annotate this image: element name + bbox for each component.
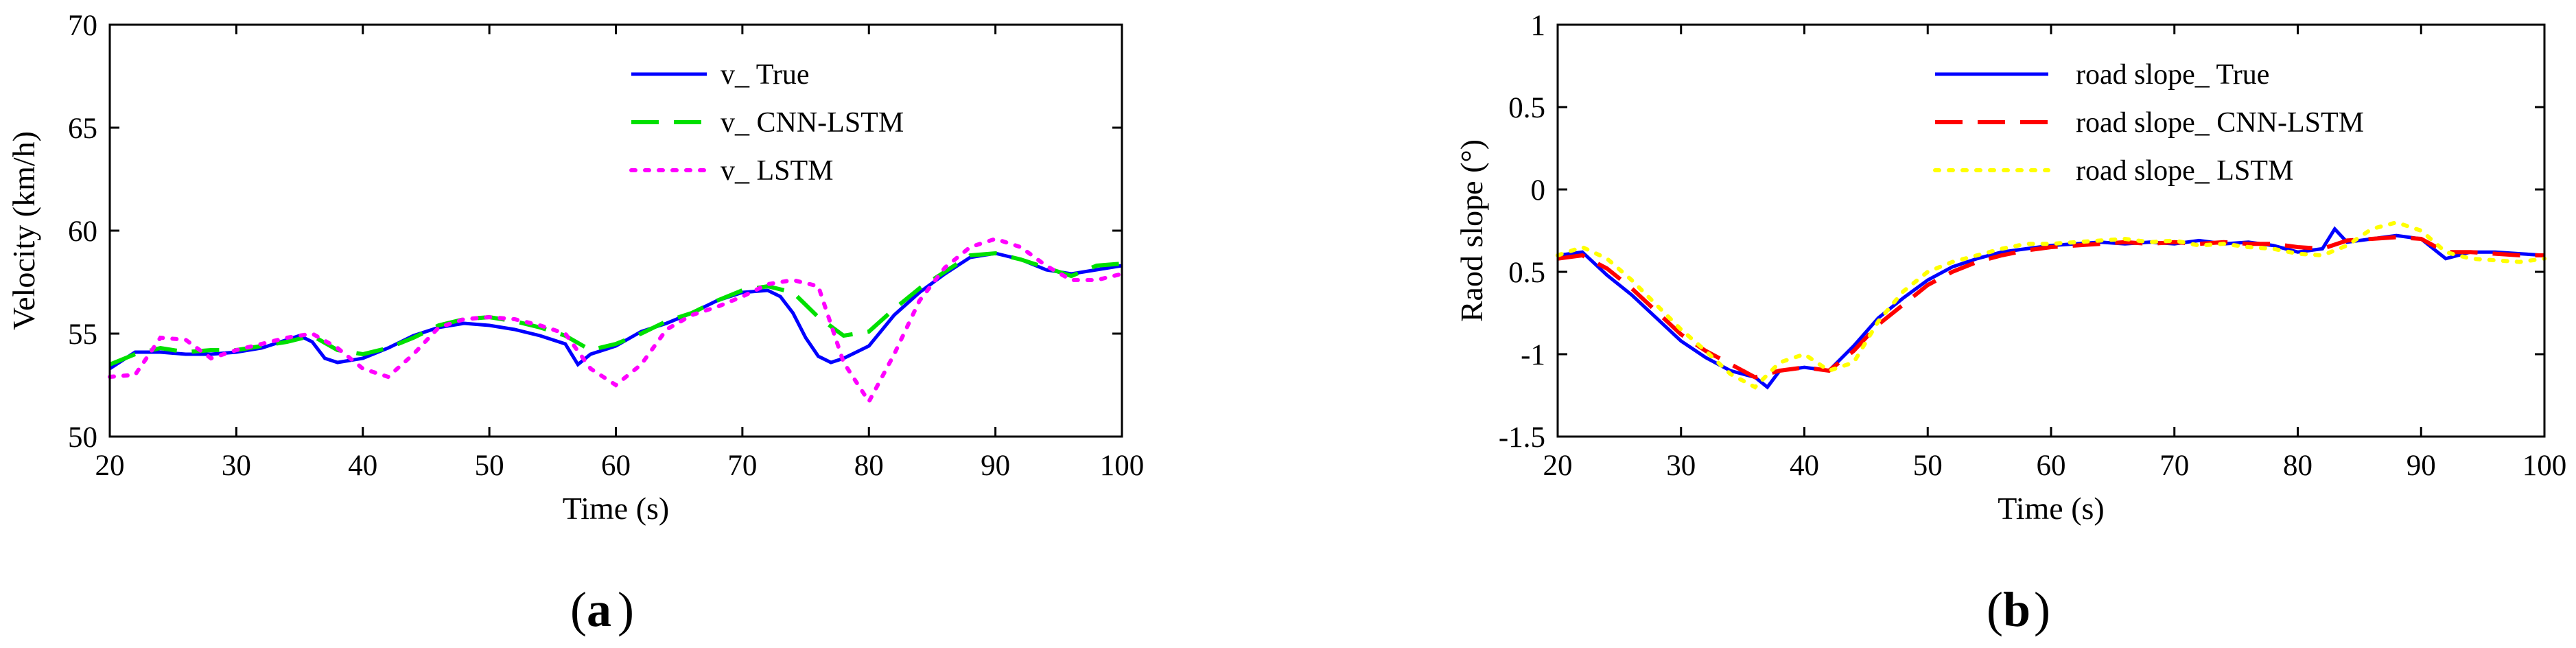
panel-b-label: b — [2003, 582, 2030, 637]
y-tick-label: 60 — [68, 216, 97, 248]
plot-frame — [108, 23, 1123, 438]
plot-frame — [1556, 23, 2546, 438]
svg-text:): ) — [618, 582, 634, 637]
y-tick-label: 55 — [68, 319, 97, 351]
legend-label-2: v_ CNN-LSTM — [721, 107, 904, 139]
panel-b-caption: ( b ) — [1987, 582, 2050, 637]
x-tick-label: 60 — [2037, 450, 2066, 482]
x-axis-label: Time (s) — [563, 491, 670, 526]
legend-label-3: road slope_ LSTM — [2076, 155, 2293, 187]
panel-b-chart: 20 30 40 50 60 70 80 90 100 -1.5 -1 0.5 0 0.5 1 Time (s… — [1454, 10, 2566, 526]
series-line-3 — [1556, 220, 2546, 390]
y-axis-label: Raod slope (°) — [1454, 139, 1489, 322]
panel-a-chart: 20 30 40 50 60 70 80 90 100 50 55 60 65 70 Time (s) Vel… — [6, 10, 1144, 526]
series-line-1 — [1557, 226, 2545, 390]
legend: road slope_ True road slope_ CNN-LSTM road… — [1933, 59, 2364, 187]
x-tick-label: 40 — [348, 450, 377, 482]
series-line-2 — [1557, 235, 2544, 380]
x-tick-label: 20 — [1543, 450, 1573, 482]
legend-label-1: road slope_ True — [2076, 59, 2269, 91]
legend-label-3: v_ LSTM — [721, 155, 834, 187]
x-tick-label: 30 — [222, 450, 251, 482]
x-tick-label: 70 — [727, 450, 757, 482]
series-line-3 — [108, 236, 1124, 406]
svg-text:): ) — [2034, 582, 2050, 637]
x-tick-label: 80 — [2283, 450, 2312, 482]
x-tick-label: 40 — [1790, 450, 1819, 482]
y-tick-label: 0 — [1531, 174, 1546, 207]
y-axis-label: Velocity (km/h) — [6, 131, 41, 330]
legend-label-2: road slope_ CNN-LSTM — [2076, 107, 2364, 139]
y-tick-label: -1 — [1521, 339, 1545, 371]
panel-a-caption: ( a ) — [570, 582, 634, 637]
x-tick-label: 20 — [95, 450, 125, 482]
y-tick-label: -1.5 — [1499, 421, 1545, 454]
panel-a-label: a — [587, 582, 611, 637]
x-tick-label: 100 — [2522, 450, 2567, 482]
series-line-1 — [108, 251, 1123, 371]
x-tick-label: 50 — [1913, 450, 1943, 482]
legend: v_ True v_ CNN-LSTM v_ LSTM — [629, 59, 904, 187]
x-axis-label: Time (s) — [1998, 491, 2105, 526]
y-tick-label: 70 — [68, 10, 97, 42]
series-line-2 — [108, 251, 1123, 367]
y-tick-label: 50 — [68, 421, 97, 454]
svg-text:(: ( — [570, 582, 587, 637]
legend-label-1: v_ True — [721, 59, 810, 91]
svg-text:(: ( — [1987, 582, 2003, 637]
x-tick-label: 90 — [981, 450, 1010, 482]
x-tick-label: 90 — [2407, 450, 2436, 482]
y-tick-label: 1 — [1531, 10, 1546, 42]
y-tick-label: 0.5 — [1508, 92, 1545, 124]
x-tick-label: 70 — [2159, 450, 2189, 482]
x-tick-label: 30 — [1666, 450, 1696, 482]
x-tick-label: 100 — [1100, 450, 1145, 482]
y-tick-label: 65 — [68, 113, 97, 145]
y-tick-label: 0.5 — [1508, 257, 1545, 289]
x-tick-label: 50 — [475, 450, 504, 482]
x-tick-label: 80 — [854, 450, 884, 482]
x-tick-label: 60 — [601, 450, 631, 482]
